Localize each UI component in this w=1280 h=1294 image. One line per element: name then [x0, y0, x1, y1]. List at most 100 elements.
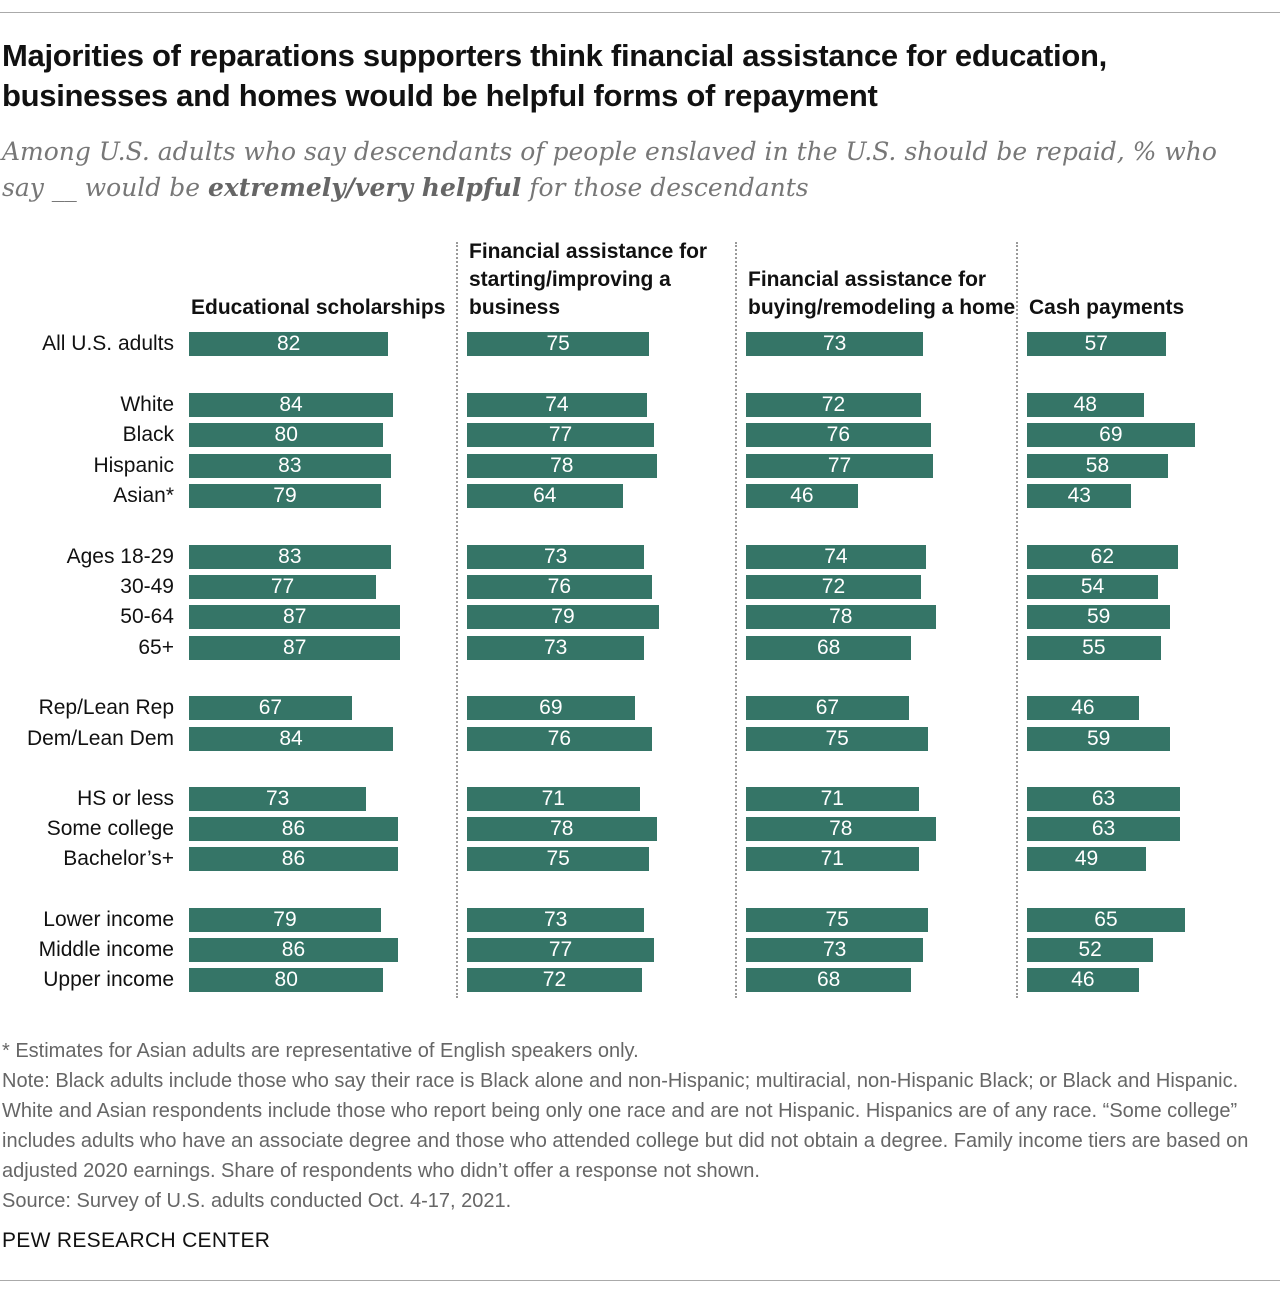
bar: 72: [746, 393, 921, 417]
bar: 87: [189, 636, 401, 660]
row-label: Bachelor’s+: [63, 847, 174, 870]
bar: 57: [1027, 332, 1166, 356]
bar: 71: [746, 787, 919, 811]
bar: 86: [189, 817, 398, 841]
subtitle-text: Among U.S. adults who say descendants of…: [2, 137, 1217, 202]
bar: 59: [1027, 727, 1171, 751]
bar: 46: [746, 484, 858, 508]
bar: 73: [189, 787, 367, 811]
bar: 80: [189, 423, 384, 447]
row-label: 65+: [138, 636, 174, 659]
bar: 76: [746, 423, 931, 447]
row-label: Upper income: [43, 968, 174, 991]
bar: 87: [189, 605, 401, 629]
bar: 72: [467, 968, 642, 992]
bar: 65: [1027, 908, 1185, 932]
row-label: Asian*: [113, 484, 174, 507]
chart-subtitle: Among U.S. adults who say descendants of…: [2, 134, 1252, 206]
bar: 83: [189, 545, 391, 569]
bar: 73: [467, 908, 645, 932]
row-label: White: [120, 393, 174, 416]
bar: 69: [1027, 423, 1195, 447]
footnote-asian: * Estimates for Asian adults are represe…: [2, 1040, 639, 1062]
bar: 46: [1027, 968, 1139, 992]
row-label: Dem/Lean Dem: [26, 727, 174, 750]
bar: 68: [746, 968, 912, 992]
source-note: Source: Survey of U.S. adults conducted …: [2, 1190, 512, 1212]
row-label: Lower income: [43, 908, 174, 931]
column-header: Financial assistance for buying/remodeli…: [748, 268, 1016, 319]
bar: 71: [467, 787, 640, 811]
bar: 75: [467, 332, 650, 356]
row-label: Black: [122, 423, 174, 446]
bar: 72: [746, 575, 921, 599]
column-divider: [735, 242, 737, 998]
notes: * Estimates for Asian adults are represe…: [2, 1036, 1280, 1216]
row-label: Rep/Lean Rep: [38, 696, 174, 719]
bar: 76: [467, 727, 652, 751]
bar: 68: [746, 636, 912, 660]
bar: 67: [746, 696, 909, 720]
bar: 77: [467, 938, 655, 962]
bar: 73: [746, 938, 924, 962]
column-divider: [456, 242, 458, 998]
bar: 63: [1027, 787, 1181, 811]
row-label: 50-64: [120, 605, 174, 628]
row-label: Some college: [46, 817, 174, 840]
bar: 79: [467, 605, 659, 629]
bar: 82: [189, 332, 389, 356]
top-rule: [0, 12, 1280, 13]
column-header: Cash payments: [1029, 296, 1185, 319]
bar: 64: [467, 484, 623, 508]
bar: 77: [746, 454, 934, 478]
bar: 86: [189, 938, 398, 962]
bar: 78: [467, 817, 657, 841]
bar: 75: [746, 727, 929, 751]
bottom-rule: [0, 1280, 1280, 1281]
bar: 67: [189, 696, 352, 720]
bar: 49: [1027, 847, 1147, 871]
bar: 78: [746, 605, 936, 629]
bar: 79: [189, 484, 381, 508]
bar: 73: [467, 636, 645, 660]
bar: 73: [467, 545, 645, 569]
bar: 74: [746, 545, 926, 569]
bar: 77: [189, 575, 377, 599]
bar: 58: [1027, 454, 1168, 478]
bar: 59: [1027, 605, 1171, 629]
bar: 62: [1027, 545, 1178, 569]
bar: 73: [746, 332, 924, 356]
bar: 86: [189, 847, 398, 871]
bar: 84: [189, 727, 394, 751]
bar: 83: [189, 454, 391, 478]
methodology-note: Note: Black adults include those who say…: [2, 1070, 1249, 1182]
subtitle-text-end: for those descendants: [521, 173, 809, 202]
row-label: 30-49: [120, 575, 174, 598]
bar: 71: [746, 847, 919, 871]
bar: 52: [1027, 938, 1154, 962]
column-divider: [1016, 242, 1018, 998]
row-label: Ages 18-29: [66, 545, 174, 568]
column-header: Financial assistance for starting/improv…: [469, 240, 708, 319]
bar: 46: [1027, 696, 1139, 720]
row-label: HS or less: [77, 787, 174, 810]
row-label: All U.S. adults: [42, 332, 174, 355]
bar: 77: [467, 423, 655, 447]
subtitle-emphasis: extremely/very helpful: [208, 173, 522, 202]
bar: 78: [467, 454, 657, 478]
bar: 69: [467, 696, 635, 720]
bar: 54: [1027, 575, 1159, 599]
brand-logo-text: PEW RESEARCH CENTER: [2, 1229, 271, 1252]
row-label: Hispanic: [93, 454, 174, 477]
bar: 79: [189, 908, 381, 932]
bar: 63: [1027, 817, 1181, 841]
column-header: Educational scholarships: [191, 296, 446, 319]
bar: 78: [746, 817, 936, 841]
row-label: Middle income: [38, 938, 174, 961]
bar: 74: [467, 393, 647, 417]
bar: 43: [1027, 484, 1132, 508]
bar: 55: [1027, 636, 1161, 660]
bar: 48: [1027, 393, 1144, 417]
chart-title: Majorities of reparations supporters thi…: [2, 38, 1107, 113]
bar: 75: [746, 908, 929, 932]
